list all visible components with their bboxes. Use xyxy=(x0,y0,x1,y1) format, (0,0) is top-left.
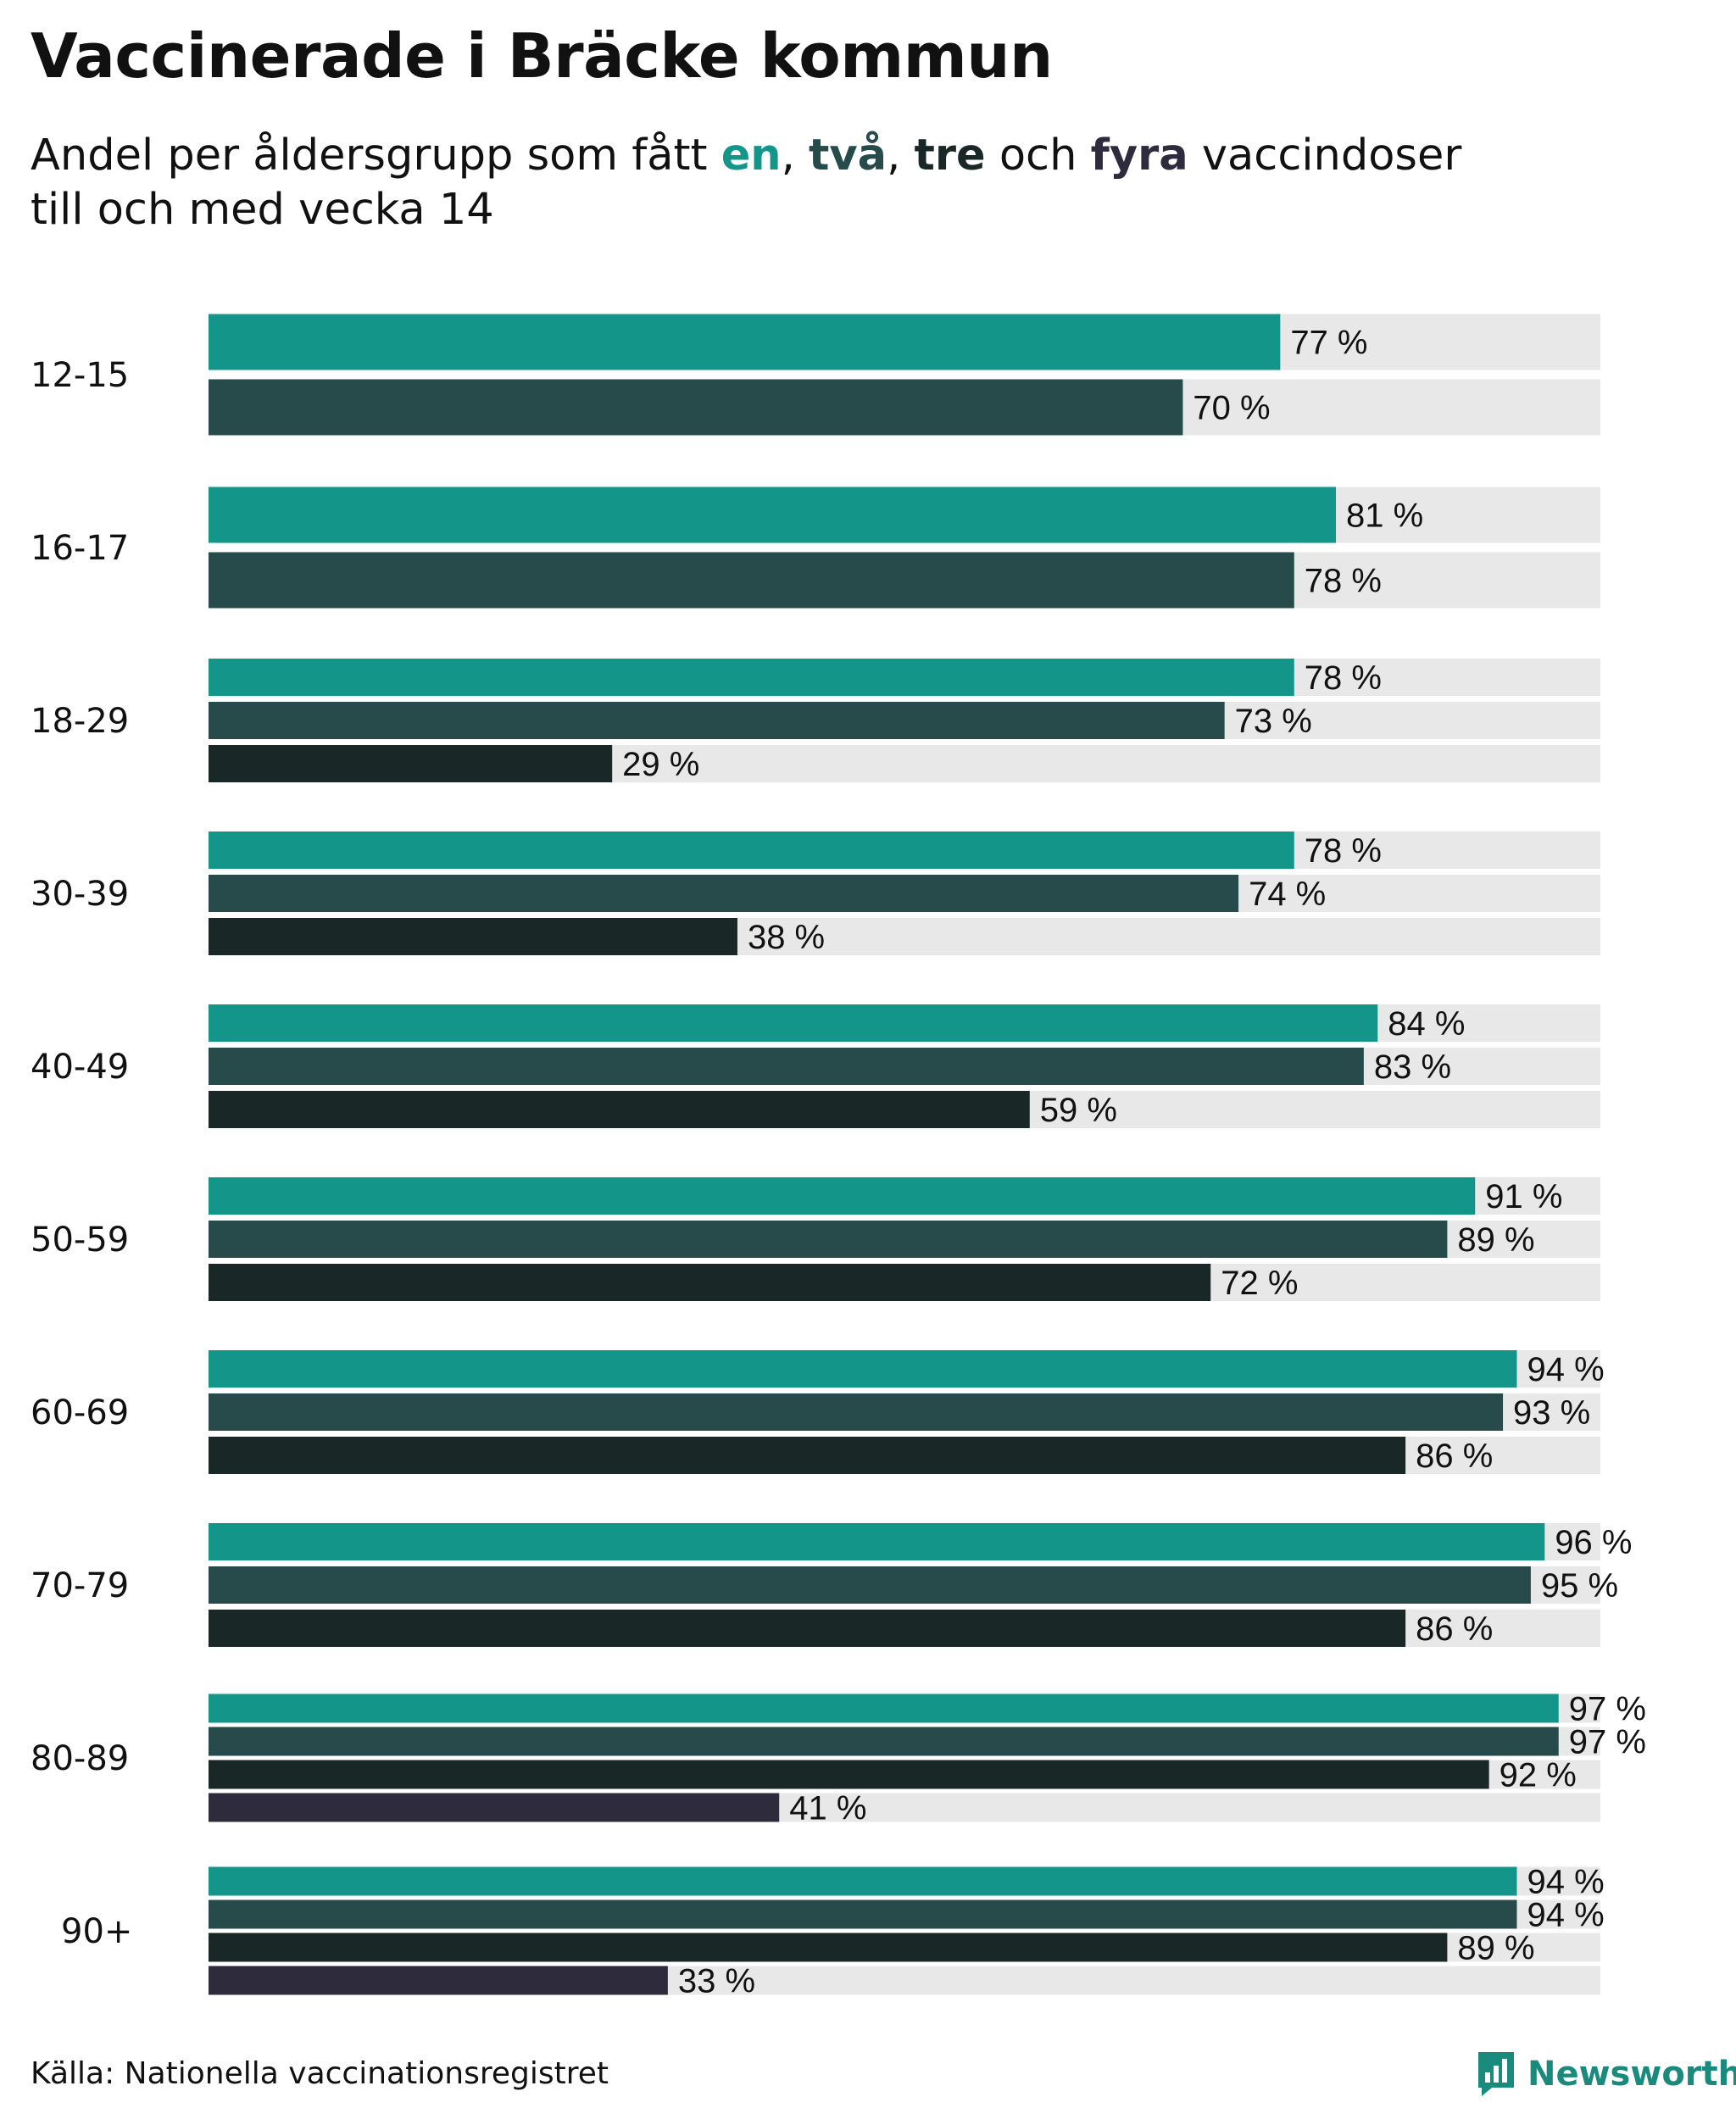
subtitle-line-2: till och med vecka 14 xyxy=(31,185,494,235)
bar-dose-3 xyxy=(209,918,737,955)
bar-dose-2 xyxy=(209,379,1183,436)
bar-dose-3 xyxy=(209,1760,1489,1789)
value-label: 29 % xyxy=(622,746,699,783)
value-label: 97 % xyxy=(1569,1724,1646,1761)
value-label: 78 % xyxy=(1305,659,1382,697)
bar-dose-1 xyxy=(209,1177,1476,1215)
value-label: 78 % xyxy=(1305,832,1382,870)
legend-dose-1: en xyxy=(721,131,782,181)
subtitle-separator: , xyxy=(781,131,810,181)
value-label: 74 % xyxy=(1249,876,1326,913)
value-label: 94 % xyxy=(1527,1897,1604,1934)
bar-dose-3 xyxy=(209,1933,1448,1962)
value-label: 89 % xyxy=(1457,1930,1534,1967)
legend-dose-2: två xyxy=(809,131,887,181)
bar-dose-1 xyxy=(209,1004,1378,1042)
bar-dose-3 xyxy=(209,1264,1211,1301)
bar-dose-2 xyxy=(209,1393,1504,1431)
bar-chart: 12-15 77 % 70 % 16-17 81 % 78 % 18-29 78 % 73 % 2… xyxy=(31,314,1646,2000)
category-label: 80-89 xyxy=(31,1739,129,1778)
value-label: 81 % xyxy=(1346,498,1423,535)
value-label: 70 % xyxy=(1193,390,1270,427)
category-label: 70-79 xyxy=(31,1566,129,1605)
bar-dose-1 xyxy=(209,831,1294,869)
subtitle-separator: , xyxy=(887,131,915,181)
value-label: 91 % xyxy=(1485,1178,1562,1215)
category-label: 12-15 xyxy=(31,356,129,395)
bar-dose-4 xyxy=(209,1966,668,1995)
logo-text: Newsworthy xyxy=(1527,2055,1736,2094)
bar-dose-1 xyxy=(209,314,1281,370)
value-label: 97 % xyxy=(1569,1691,1646,1728)
value-label: 95 % xyxy=(1541,1567,1618,1605)
subtitle-line-1: Andel per åldersgrupp som fått en, två, … xyxy=(31,129,1641,183)
category-label: 50-59 xyxy=(31,1221,129,1260)
chart-subtitle: Andel per åldersgrupp som fått en, två, … xyxy=(31,129,1641,237)
bar-dose-1 xyxy=(209,1694,1559,1723)
chart-title: Vaccinerade i Bräcke kommun xyxy=(31,20,1053,92)
bar-dose-1 xyxy=(209,1350,1517,1388)
subtitle-suffix: vaccindoser xyxy=(1188,131,1462,181)
value-label: 96 % xyxy=(1555,1524,1632,1561)
value-label: 86 % xyxy=(1416,1438,1493,1475)
bar-dose-2 xyxy=(209,1221,1448,1258)
bar-dose-3 xyxy=(209,1610,1406,1647)
bar-dose-2 xyxy=(209,1899,1517,1929)
subtitle-prefix: Andel per åldersgrupp som fått xyxy=(31,131,721,181)
legend-dose-3: tre xyxy=(914,131,986,181)
value-label: 89 % xyxy=(1457,1221,1534,1259)
newsworthy-logo-icon xyxy=(1478,2052,1514,2096)
source-note: Källa: Nationella vaccinationsregistret xyxy=(31,2056,609,2091)
subtitle-conjunction: och xyxy=(985,131,1091,181)
newsworthy-logo: Newsworthy xyxy=(1475,2049,1736,2100)
value-label: 94 % xyxy=(1527,1864,1604,1901)
bar-dose-4 xyxy=(209,1793,780,1822)
category-label: 60-69 xyxy=(31,1393,129,1432)
bar-dose-2 xyxy=(209,1566,1531,1604)
bar-dose-1 xyxy=(209,659,1294,696)
value-label: 73 % xyxy=(1235,703,1312,740)
value-label: 33 % xyxy=(678,1963,755,2000)
value-label: 78 % xyxy=(1305,563,1382,600)
value-label: 93 % xyxy=(1513,1394,1590,1432)
bar-dose-3 xyxy=(209,745,613,782)
category-label: 16-17 xyxy=(31,529,129,568)
category-label: 30-39 xyxy=(31,875,129,914)
bar-dose-3 xyxy=(209,1437,1406,1474)
bar-dose-2 xyxy=(209,1048,1364,1085)
value-label: 72 % xyxy=(1221,1265,1298,1302)
category-label: 40-49 xyxy=(31,1048,129,1087)
value-label: 94 % xyxy=(1527,1351,1604,1388)
category-label: 90+ xyxy=(61,1912,132,1951)
bar-dose-2 xyxy=(209,702,1225,739)
bar-dose-2 xyxy=(209,875,1239,912)
bar-dose-1 xyxy=(209,1523,1545,1560)
value-label: 83 % xyxy=(1374,1048,1451,1086)
value-label: 84 % xyxy=(1388,1005,1465,1043)
bar-dose-3 xyxy=(209,1091,1030,1128)
value-label: 38 % xyxy=(748,919,825,956)
value-label: 92 % xyxy=(1500,1757,1577,1794)
value-label: 86 % xyxy=(1416,1610,1493,1648)
legend-dose-4: fyra xyxy=(1090,131,1188,181)
bar-dose-2 xyxy=(209,1727,1559,1756)
bar-dose-1 xyxy=(209,1866,1517,1896)
category-label: 18-29 xyxy=(31,702,129,741)
bar-dose-2 xyxy=(209,552,1294,609)
value-label: 59 % xyxy=(1040,1092,1117,1129)
value-label: 77 % xyxy=(1290,325,1367,362)
value-label: 41 % xyxy=(789,1790,866,1827)
bar-dose-1 xyxy=(209,487,1337,543)
